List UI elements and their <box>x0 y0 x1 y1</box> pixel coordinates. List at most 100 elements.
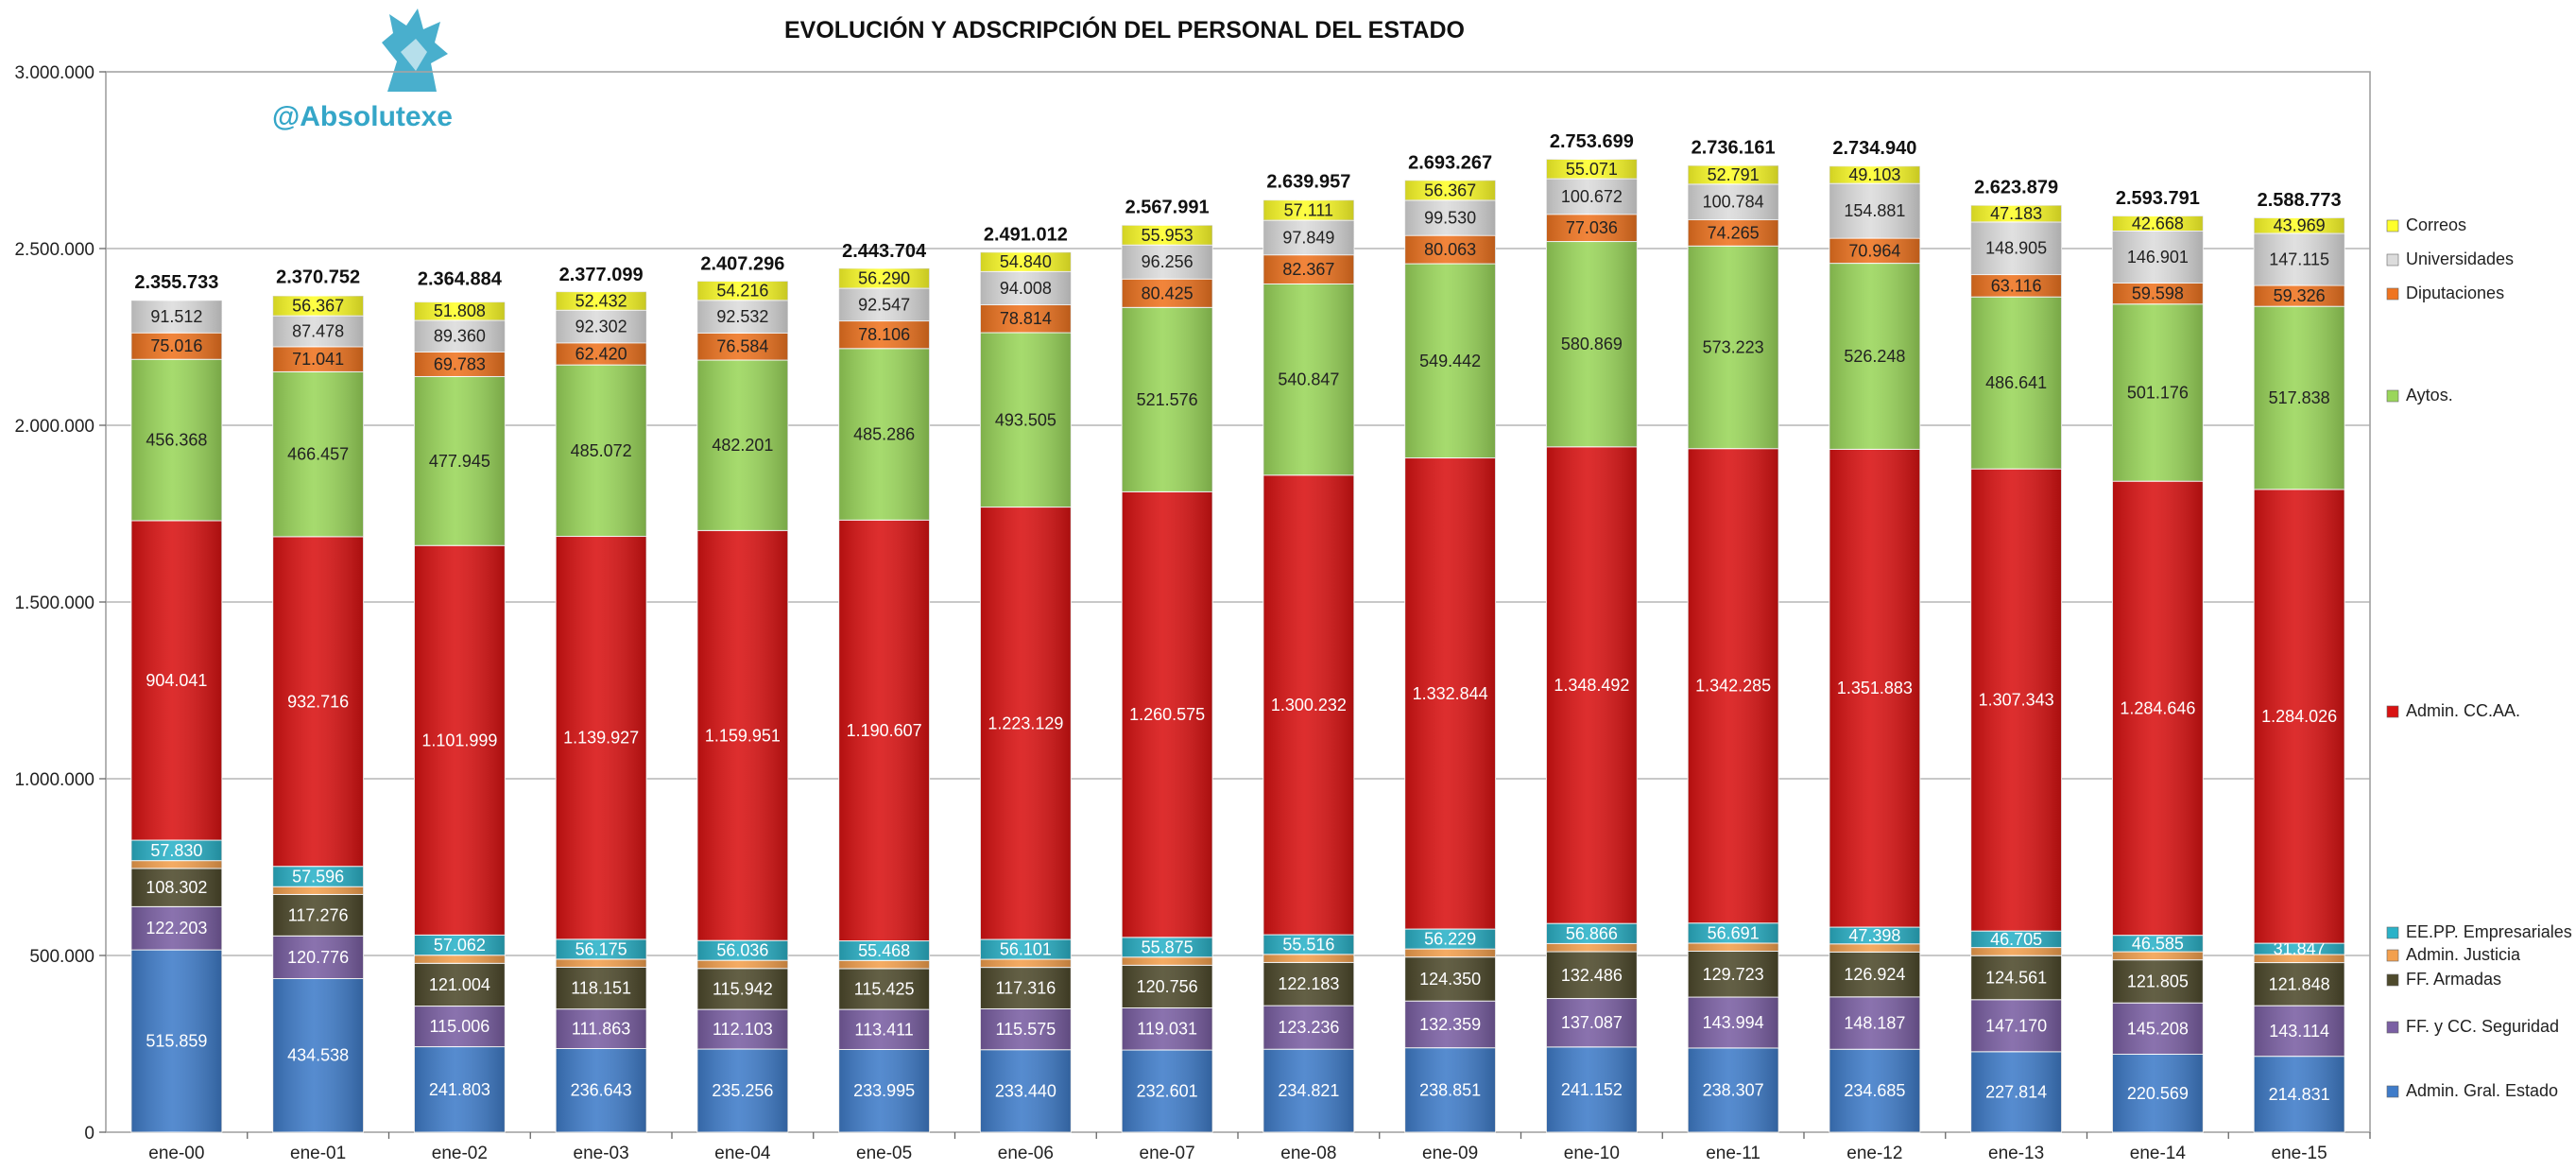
bar-segment-shade <box>414 301 506 320</box>
bar-segment-shade <box>2254 232 2345 285</box>
data-label: 126.924 <box>1844 965 1905 984</box>
data-label: 1.139.927 <box>563 729 639 748</box>
data-label: 234.821 <box>1278 1081 1339 1100</box>
bar-segment-shade <box>1829 183 1920 239</box>
bar-segment-shade <box>1404 929 1496 950</box>
data-label: 485.072 <box>571 441 632 460</box>
bar-segment-shade <box>1262 1049 1354 1132</box>
data-label: 112.103 <box>713 1020 773 1039</box>
data-label: 236.643 <box>571 1081 632 1100</box>
data-label: 1.284.646 <box>2120 698 2195 717</box>
data-label: 94.008 <box>1000 279 1052 298</box>
bar-segment-shade <box>2254 284 2345 307</box>
bar-segment-shade <box>272 316 364 347</box>
data-label: 1.307.343 <box>1979 691 2054 710</box>
bar-segment-shade <box>272 978 364 1132</box>
bar-segment-shade <box>1688 183 1779 220</box>
bar-segment-shade <box>1262 962 1354 1007</box>
bar-segment-shade <box>1122 307 1213 492</box>
bar-segment-shade <box>1404 235 1496 265</box>
bar-segment-shade <box>1688 951 1779 998</box>
legend-label: Admin. CC.AA. <box>2406 701 2520 720</box>
bar-segment-shade <box>696 333 788 361</box>
bar-segment-shade <box>130 906 222 951</box>
bar-segment-shade <box>838 348 930 521</box>
data-label: 501.176 <box>2127 383 2189 402</box>
data-label: 238.307 <box>1703 1080 1764 1099</box>
total-label: 2.407.296 <box>700 254 784 275</box>
total-label: 2.443.704 <box>842 241 927 262</box>
bar-segment-shade <box>556 342 647 366</box>
bar-segment-shade <box>2112 215 2204 232</box>
data-label: 57.830 <box>150 841 202 860</box>
x-axis: ene-00 ene-01 ene-02 ene-03 ene-04 ene-05 ene-… <box>148 1132 2371 1163</box>
total-label: 2.753.699 <box>1550 131 1634 152</box>
data-label: 115.575 <box>996 1020 1056 1039</box>
data-label: 148.187 <box>1844 1014 1905 1033</box>
data-label: 121.004 <box>429 975 490 994</box>
bar-segment-shade <box>1404 1001 1496 1048</box>
data-label: 87.478 <box>292 321 344 340</box>
x-tick-label: ene-04 <box>714 1144 771 1163</box>
bar-segment-shade <box>2112 303 2204 482</box>
data-label: 220.569 <box>2127 1084 2189 1103</box>
bar-segment-shade <box>696 1009 788 1050</box>
bar-segment-shade <box>2254 217 2345 233</box>
x-tick-label: ene-02 <box>432 1144 488 1163</box>
data-label: 42.668 <box>2132 215 2184 233</box>
bar-segment-shade <box>1262 935 1354 955</box>
data-label: 540.847 <box>1278 370 1339 389</box>
bar-segment-shade <box>2254 954 2345 963</box>
x-tick-label: ene-08 <box>1280 1144 1336 1163</box>
bar-segment-shade <box>1262 284 1354 475</box>
bar-segment-shade <box>2254 1006 2345 1057</box>
data-label: 482.201 <box>712 436 773 455</box>
bar-segment-shade <box>1829 238 1920 264</box>
data-label: 57.596 <box>292 867 344 886</box>
data-label: 99.530 <box>1424 208 1476 227</box>
data-label: 91.512 <box>150 307 202 326</box>
data-label: 132.486 <box>1561 966 1623 985</box>
data-label: 234.685 <box>1844 1081 1905 1100</box>
legend-swatch <box>2386 926 2399 939</box>
bar-segment-shade <box>1829 165 1920 184</box>
bar-segment-shade <box>414 1046 506 1132</box>
bar-segment-shade <box>1829 263 1920 450</box>
y-tick-label: 1.500.000 <box>14 594 94 613</box>
bar-segment-shade <box>1404 949 1496 957</box>
bar-segment-shade <box>414 376 506 546</box>
data-label: 49.103 <box>1848 165 1900 184</box>
bar-segment-shade <box>1404 457 1496 930</box>
x-tick-label: ene-14 <box>2130 1144 2187 1163</box>
bar-segment-shade <box>1546 923 1638 944</box>
data-label: 56.175 <box>575 939 627 958</box>
bar-segment-shade <box>1688 1047 1779 1132</box>
bar-segment-shade <box>696 960 788 969</box>
data-label: 59.598 <box>2132 284 2184 303</box>
bar-segment-shade <box>980 507 1072 940</box>
legend-label: Universidades <box>2406 249 2514 268</box>
bar-segment-shade <box>1829 952 1920 997</box>
data-label: 1.351.883 <box>1837 679 1913 697</box>
total-label: 2.370.752 <box>276 267 360 287</box>
x-tick-label: ene-12 <box>1846 1144 1902 1163</box>
data-label: 89.360 <box>434 327 486 346</box>
data-label: 115.006 <box>430 1017 490 1036</box>
data-label: 82.367 <box>1282 260 1334 279</box>
bar-segment-shade <box>272 894 364 937</box>
data-label: 1.223.129 <box>987 714 1063 732</box>
bar-segment-shade <box>1970 297 2062 470</box>
bar-segment-shade <box>1122 965 1213 1008</box>
bar-segment-shade <box>1404 199 1496 236</box>
data-label: 108.302 <box>146 878 207 897</box>
bar-segment-shade <box>1688 997 1779 1048</box>
bar-segment-shade <box>2254 1056 2345 1132</box>
data-label: 75.016 <box>150 336 202 355</box>
data-label: 146.901 <box>2127 248 2189 267</box>
legend-swatch <box>2386 705 2399 718</box>
bar-segment-shade <box>414 935 506 955</box>
bar-segment-shade <box>1546 998 1638 1047</box>
data-label: 132.359 <box>1419 1015 1481 1034</box>
x-tick-label: ene-09 <box>1422 1144 1478 1163</box>
chart-title: EVOLUCIÓN Y ADSCRIPCIÓN DEL PERSONAL DEL… <box>784 15 1465 43</box>
